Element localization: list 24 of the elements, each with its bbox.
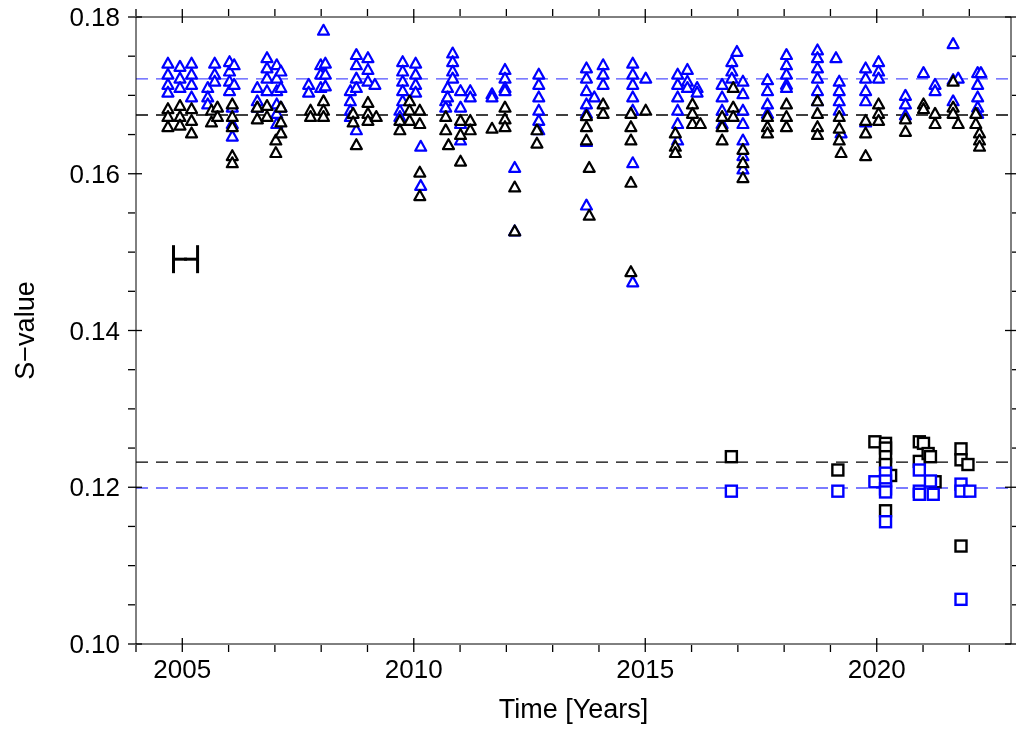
y-tick-label: 0.16 [69,158,120,189]
point [923,474,938,488]
y-tick-label: 0.10 [69,629,120,659]
x-tick-label: 2015 [616,654,675,684]
point [831,484,845,498]
point [912,463,927,477]
point [724,484,739,498]
point [831,463,845,477]
point [961,457,975,472]
y-axis-title: S−value [9,281,40,380]
x-axis-title: Time [Years] [498,694,649,724]
point [878,515,893,529]
y-tick-label: 0.12 [69,472,120,503]
point [724,449,739,464]
x-tick-label: 2010 [384,654,443,684]
y-tick-label: 0.18 [69,2,120,32]
point [184,257,188,261]
x-tick-label: 2005 [153,654,212,684]
point [926,487,940,501]
point [954,539,968,553]
point [954,592,968,607]
y-tick-label: 0.14 [69,315,120,346]
x-tick-label: 2020 [847,654,906,684]
point [963,484,977,498]
